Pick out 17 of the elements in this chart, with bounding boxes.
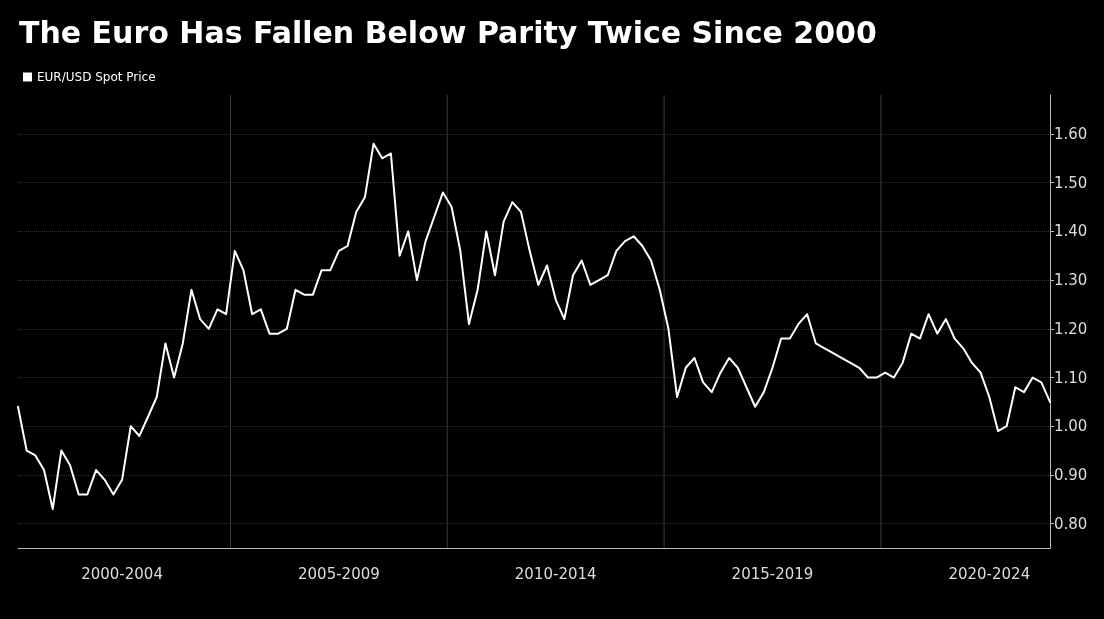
- y-tick-label: 0.90: [1054, 465, 1088, 484]
- y-tick-label: 1.60: [1054, 124, 1088, 143]
- y-tick-label: 1.50: [1054, 173, 1088, 192]
- line-series: [17, 142, 1051, 511]
- y-tick-label: 1.20: [1054, 319, 1088, 338]
- x-tick-label: 2010-2014: [514, 564, 597, 583]
- chart-title: The Euro Has Fallen Below Parity Twice Since 2000: [19, 14, 877, 50]
- legend-label: EUR/USD Spot Price: [37, 70, 156, 84]
- x-tick-label: 2020-2024: [948, 564, 1031, 583]
- x-tick-label: 2015-2019: [731, 564, 814, 583]
- y-tick-label: 1.00: [1054, 417, 1088, 436]
- x-tick-label: 2000-2004: [81, 564, 163, 583]
- y-tick-label: 1.30: [1054, 271, 1088, 290]
- y-tick-label: 1.40: [1054, 222, 1088, 241]
- y-tick-label: 1.10: [1054, 368, 1088, 387]
- x-tick-label: 2005-2009: [297, 564, 380, 583]
- y-tick-label: 0.80: [1054, 514, 1088, 533]
